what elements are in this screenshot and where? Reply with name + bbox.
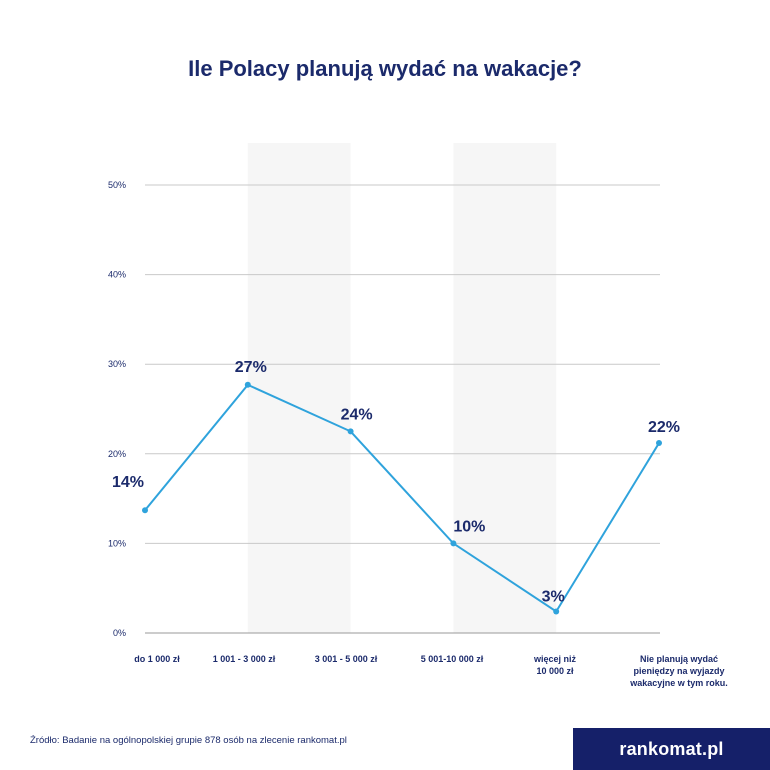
x-category-label: 1 001 - 3 000 zł [213,654,276,664]
background-band-2 [453,143,557,633]
y-tick-label: 20% [108,449,126,459]
data-point [656,440,662,447]
data-point [244,381,251,388]
data-label: 3% [542,588,565,605]
y-tick-label: 0% [113,628,126,638]
data-point [347,428,354,435]
x-category-label: do 1 000 zł [134,654,180,664]
brand-logo[interactable]: rankomat.pl [573,728,770,770]
data-label: 22% [648,419,680,436]
data-points [142,381,662,615]
x-category-label: więcej niż 10 000 zł [533,654,577,676]
y-axis-ticks: 0% 10% 20% 30% 40% 50% [108,180,126,638]
data-label: 27% [235,359,267,376]
source-note: Źródło: Badanie na ogólnopolskiej grupie… [30,735,347,746]
y-tick-label: 40% [108,270,126,280]
y-tick-label: 10% [108,538,126,548]
background-band-1 [247,143,351,633]
grid-lines [145,184,660,634]
series-line-group [144,383,660,613]
y-tick-label: 30% [108,359,126,369]
chart-title: Ile Polacy planują wydać na wakacje? [188,56,582,81]
x-category-label: 5 001-10 000 zł [421,654,484,664]
data-label: 10% [453,518,485,535]
background-bands [247,143,557,633]
data-label: 24% [341,406,373,423]
y-tick-label: 50% [108,180,126,190]
x-axis-categories: do 1 000 zł 1 001 - 3 000 zł 3 001 - 5 000… [134,654,728,688]
x-category-label: Nie planują wydać pieniędzy na wyjazdy wak… [629,654,728,688]
data-point [142,507,148,514]
logo-text: rankomat.pl [619,738,724,759]
data-point [450,540,457,547]
series-line [144,383,660,613]
x-category-label: 3 001 - 5 000 zł [315,654,378,664]
data-labels: 14% 27% 24% 10% 3% 22% [112,359,680,606]
data-label: 14% [112,474,144,491]
data-point [553,608,560,615]
